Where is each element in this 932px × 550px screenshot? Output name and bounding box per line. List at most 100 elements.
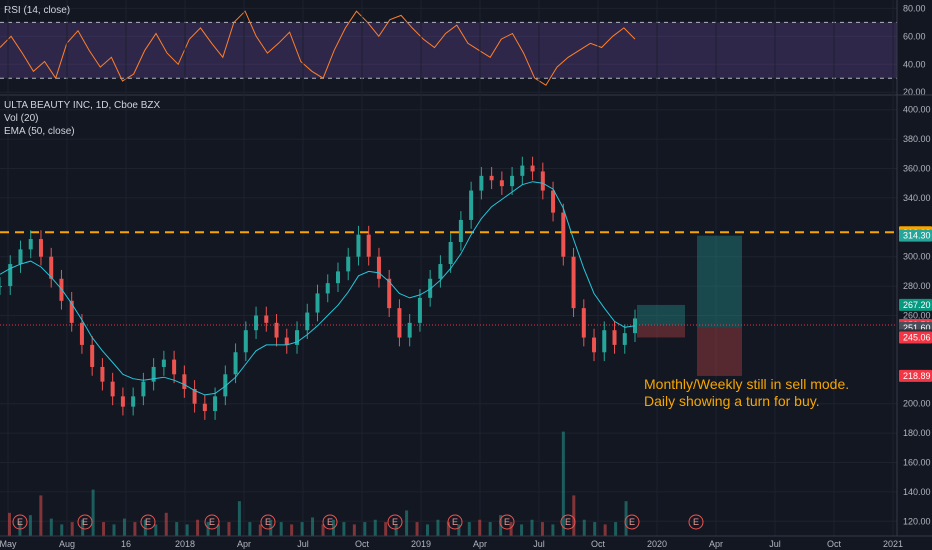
candle-body	[141, 381, 146, 397]
price-tick-label: 160.00	[903, 458, 931, 468]
rsi-gridlines	[0, 7, 897, 93]
earnings-marker-circle	[140, 514, 156, 530]
price-badge-label: 314.30	[903, 231, 931, 241]
volume-bar	[154, 524, 158, 536]
volume-bar	[217, 524, 220, 536]
volume-bar	[426, 524, 429, 536]
candle-body	[602, 330, 607, 353]
candle-body	[530, 165, 535, 172]
candle-body	[243, 330, 248, 353]
candle-body	[325, 283, 330, 294]
volume-bar	[478, 519, 482, 536]
time-tick-label: 16	[121, 539, 131, 549]
candle-body	[366, 234, 371, 257]
price-badges: 316.63314.30267.20253.50251.60246.47245.…	[899, 226, 932, 382]
rsi-tick-label: 60.00	[903, 31, 926, 41]
candle-body	[510, 175, 515, 187]
rsi-pane: RSI (14, close) 80.00 60.00 40.00 20.00	[0, 3, 926, 97]
position-profit-zone	[637, 304, 685, 326]
price-tick-label: 260.00	[903, 311, 931, 321]
volume-bar	[185, 524, 189, 536]
volume-bar	[112, 524, 116, 536]
annotation-line-2: Daily showing a turn for buy.	[644, 393, 820, 409]
ema-label: EMA (50, close)	[4, 126, 75, 137]
candle-body	[131, 396, 136, 407]
volume-bar	[196, 519, 200, 536]
candle-body	[305, 312, 310, 331]
volume-bar	[520, 524, 524, 536]
volume-bar	[300, 522, 304, 536]
earnings-marker-circle	[688, 514, 704, 530]
volume-bar	[175, 522, 179, 536]
price-pane: E E E E E E E E E E E E ULTA BEAUTY INC, 1D, Cboe B…	[0, 0, 932, 536]
earnings-marker-circle	[204, 514, 220, 530]
price-badge-label: 218.89	[903, 371, 931, 381]
rsi-tick-label: 40.00	[903, 59, 926, 69]
candle-body	[38, 239, 43, 257]
candle-body	[356, 234, 361, 257]
volume-bar	[311, 517, 315, 536]
candle-body	[448, 242, 453, 265]
price-tick-label: 200.00	[903, 399, 931, 409]
volume-bar	[394, 524, 398, 536]
rsi-tick-label: 80.00	[903, 3, 926, 13]
candle-body	[428, 278, 433, 298]
volume-bar	[415, 522, 419, 536]
volume-bar	[373, 519, 377, 536]
price-tick-label: 280.00	[903, 281, 931, 291]
volume-bar	[290, 524, 294, 536]
price-tick-label: 140.00	[903, 487, 931, 497]
candle-body	[335, 271, 340, 284]
price-tick-label: 340.00	[903, 193, 931, 203]
candle-body	[161, 359, 166, 367]
candle-body	[571, 256, 576, 309]
volume-bar	[572, 495, 576, 536]
volume-bar	[467, 522, 471, 536]
volume-bar	[551, 524, 555, 536]
candle-body	[561, 212, 566, 257]
earnings-marker-circle	[624, 514, 640, 530]
candle-body	[479, 175, 484, 191]
volume-bar	[540, 522, 544, 536]
candle-body	[69, 300, 74, 323]
price-badge-bg	[899, 229, 932, 242]
candle-body	[274, 322, 279, 338]
rsi-axis-ticks: 80.00 60.00 40.00 20.00	[903, 3, 926, 97]
earnings-marker-label: E	[145, 517, 151, 527]
volume-bar	[248, 522, 252, 536]
volume-bar	[164, 512, 168, 536]
earnings-marker-label: E	[392, 517, 398, 527]
candle-body	[397, 308, 402, 338]
candle-body	[469, 190, 474, 220]
volume-bar	[122, 518, 126, 536]
candle-body	[79, 322, 84, 345]
volume-bar	[49, 518, 53, 536]
candle-body	[284, 337, 289, 345]
candle-body	[407, 322, 412, 338]
volume-bar	[8, 512, 11, 536]
volume-bar	[614, 522, 618, 536]
time-tick-label: Apr	[237, 539, 251, 549]
volume-bar	[436, 519, 440, 536]
time-tick-label: Oct	[355, 539, 370, 549]
volume-bar	[227, 522, 231, 536]
candle-body	[438, 264, 443, 279]
candle-body	[90, 344, 95, 367]
volume-bar	[321, 524, 325, 536]
candle-body	[49, 256, 54, 279]
earnings-marker-circle	[322, 514, 338, 530]
time-tick-label: 2019	[411, 539, 431, 549]
earnings-marker-circle	[260, 514, 276, 530]
earnings-marker-label: E	[693, 517, 699, 527]
candle-body	[376, 256, 381, 279]
volume-bar	[206, 522, 210, 536]
candle-body	[254, 315, 259, 331]
volume-bar	[457, 524, 461, 536]
time-tick-label: Jul	[297, 539, 309, 549]
volume-bar	[593, 522, 597, 536]
price-badge-label: 245.06	[903, 332, 931, 342]
volume-bar	[269, 519, 273, 536]
candle-body	[223, 374, 228, 397]
